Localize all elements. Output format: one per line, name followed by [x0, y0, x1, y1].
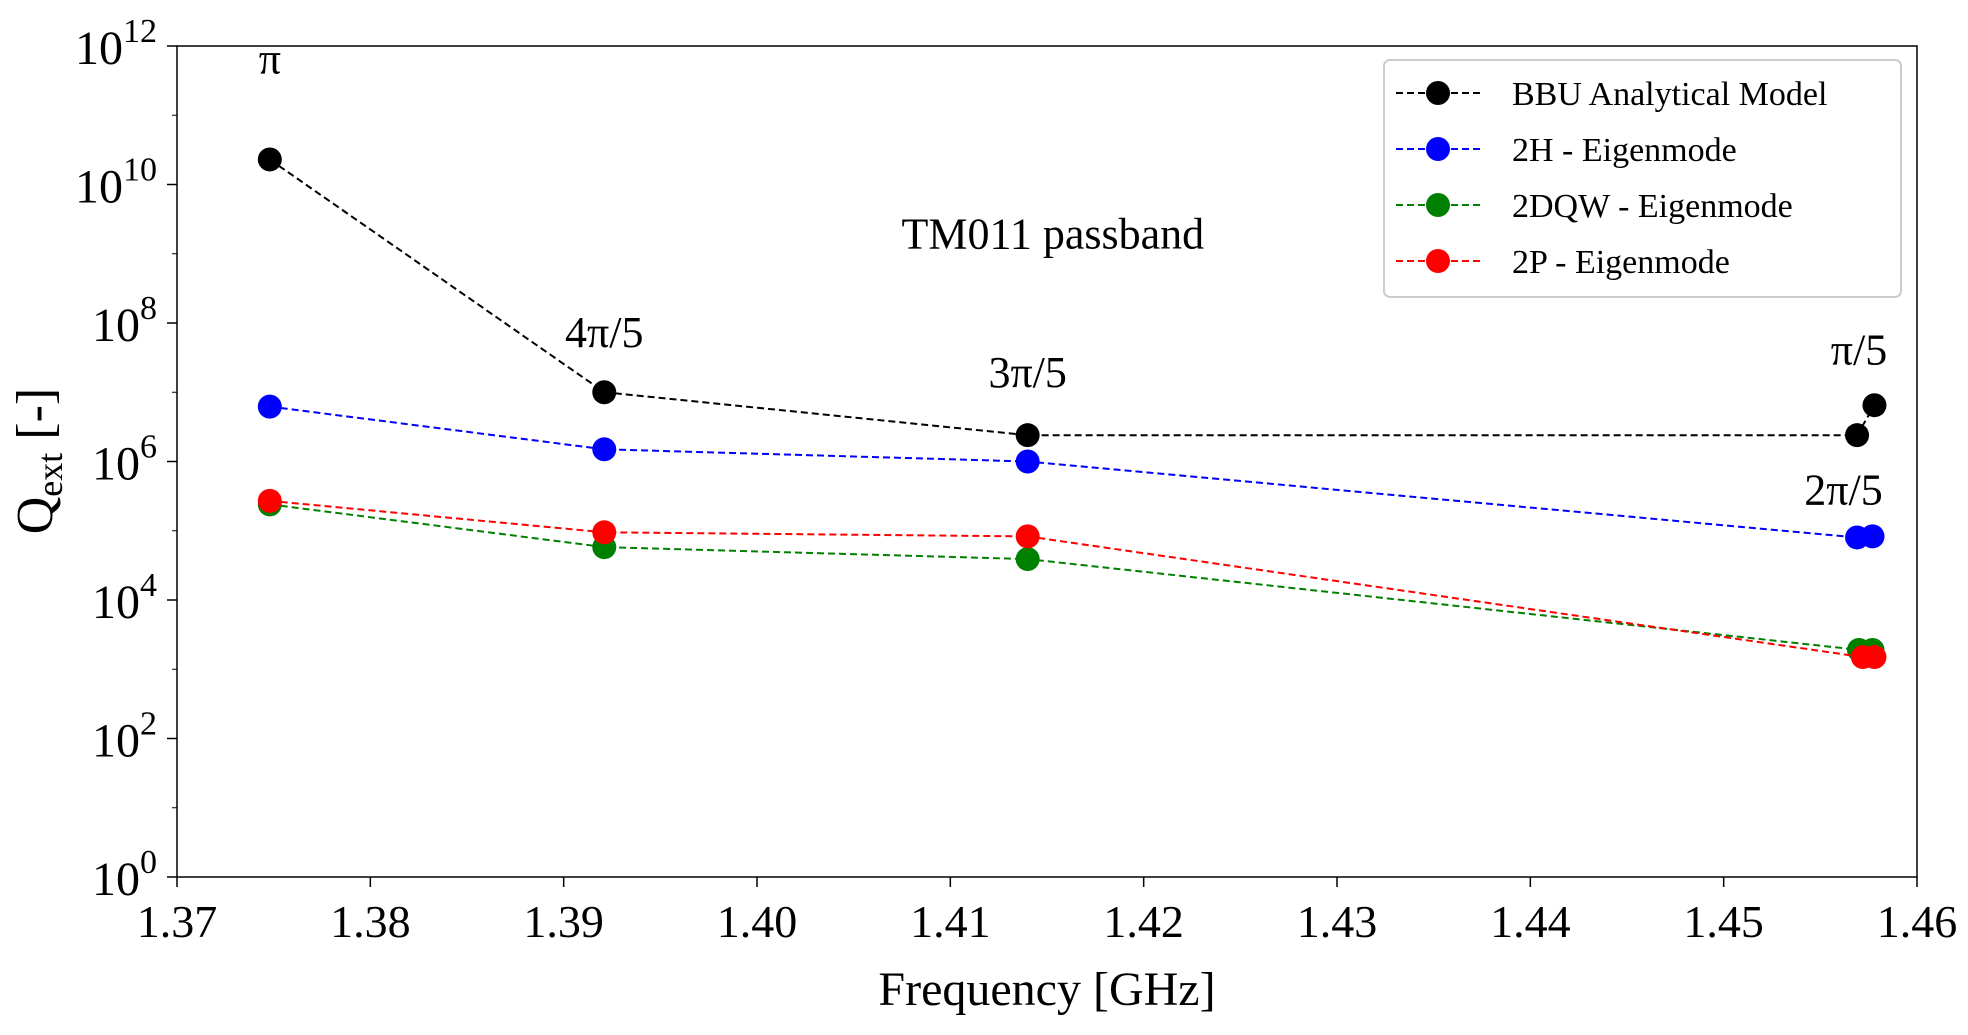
x-axis-label: Frequency [GHz]: [878, 963, 1215, 1016]
data-point: [1015, 547, 1040, 572]
data-point: [257, 488, 282, 513]
data-point: [1845, 423, 1870, 448]
y-tick-exponent: 10: [123, 152, 157, 189]
y-tick-base: 10: [75, 22, 123, 75]
legend-label: BBU Analytical Model: [1512, 76, 1827, 113]
annotation-label: 3π/5: [988, 348, 1066, 397]
y-tick-label: 1010: [75, 152, 157, 214]
data-point: [1015, 423, 1040, 448]
series-bbu-analytical-model: [257, 147, 1887, 448]
x-tick-label: 1.38: [330, 896, 411, 947]
series-layer: [257, 147, 1887, 670]
y-tick-base: 10: [92, 576, 140, 629]
x-tick-label: 1.41: [910, 896, 991, 947]
legend-label: 2DQW - Eigenmode: [1512, 188, 1793, 225]
y-tick-label: 100: [92, 844, 157, 906]
data-point: [592, 437, 617, 462]
legend-swatch-marker: [1426, 193, 1450, 217]
y-axis-label-suffix: [-]: [7, 388, 64, 453]
annotation-label: π/5: [1831, 326, 1887, 375]
legend-label: 2P - Eigenmode: [1512, 244, 1730, 281]
data-point: [1860, 524, 1885, 549]
y-tick-exponent: 0: [140, 844, 157, 881]
legend-label: 2H - Eigenmode: [1512, 132, 1737, 169]
data-point: [1862, 393, 1887, 418]
x-tick-label: 1.40: [717, 896, 798, 947]
series-2h-eigenmode: [257, 394, 1885, 550]
x-tick-label: 1.42: [1103, 896, 1184, 947]
data-point: [257, 147, 282, 172]
annotation-label: π: [259, 35, 281, 84]
x-tick-label: 1.46: [1877, 896, 1958, 947]
legend-swatch-marker: [1426, 249, 1450, 273]
y-tick-label: 102: [92, 706, 157, 768]
y-tick-base: 10: [92, 438, 140, 491]
data-point: [592, 520, 617, 545]
data-point: [257, 394, 282, 419]
y-tick-base: 10: [92, 715, 140, 768]
data-point: [592, 380, 617, 405]
tick-marks: [167, 45, 1918, 887]
data-point: [1862, 645, 1887, 670]
x-tick-label: 1.43: [1297, 896, 1378, 947]
y-axis-label-sub: ext: [30, 453, 70, 497]
y-tick-label: 106: [92, 429, 157, 491]
annotations: π 4π/5 3π/5 π/5 2π/5 TM011 passband: [259, 35, 1888, 515]
x-tick-label: 1.45: [1683, 896, 1764, 947]
y-tick-exponent: 2: [140, 706, 157, 743]
legend-swatch-marker: [1426, 81, 1450, 105]
x-tick-label: 1.39: [523, 896, 604, 947]
legend-swatch-marker: [1426, 137, 1450, 161]
y-tick-exponent: 6: [140, 429, 157, 466]
series-line: [269, 405, 1873, 539]
annotation-label: TM011 passband: [901, 209, 1204, 258]
series-2p-eigenmode: [257, 488, 1887, 670]
y-tick-base: 10: [92, 299, 140, 352]
data-point: [1015, 524, 1040, 549]
series-line: [269, 503, 1873, 651]
data-point: [1015, 449, 1040, 474]
y-tick-exponent: 12: [123, 13, 157, 50]
y-tick-exponent: 4: [140, 567, 157, 604]
legend: BBU Analytical Model 2H - Eigenmode 2DQW -…: [1383, 59, 1902, 298]
y-tick-base: 10: [92, 853, 140, 906]
x-tick-labels: 1.37 1.38 1.39 1.40 1.41 1.42 1.43 1.44 1.45 1.46: [137, 896, 1958, 947]
y-tick-label: 104: [92, 567, 157, 629]
y-tick-label: 108: [92, 290, 157, 352]
annotation-label: 2π/5: [1804, 465, 1882, 514]
x-tick-label: 1.44: [1490, 896, 1571, 947]
plot-frame: [176, 45, 1918, 878]
y-tick-exponent: 8: [140, 290, 157, 327]
y-axis-label: Qext [-]: [7, 388, 70, 535]
x-tick-label: 1.37: [137, 896, 218, 947]
series-line: [269, 499, 1875, 659]
legend-frame: [1383, 59, 1902, 298]
annotation-label: 4π/5: [565, 308, 643, 357]
y-axis-label-main: Q: [7, 497, 64, 535]
y-tick-label: 1012: [75, 13, 157, 75]
y-tick-base: 10: [75, 161, 123, 214]
